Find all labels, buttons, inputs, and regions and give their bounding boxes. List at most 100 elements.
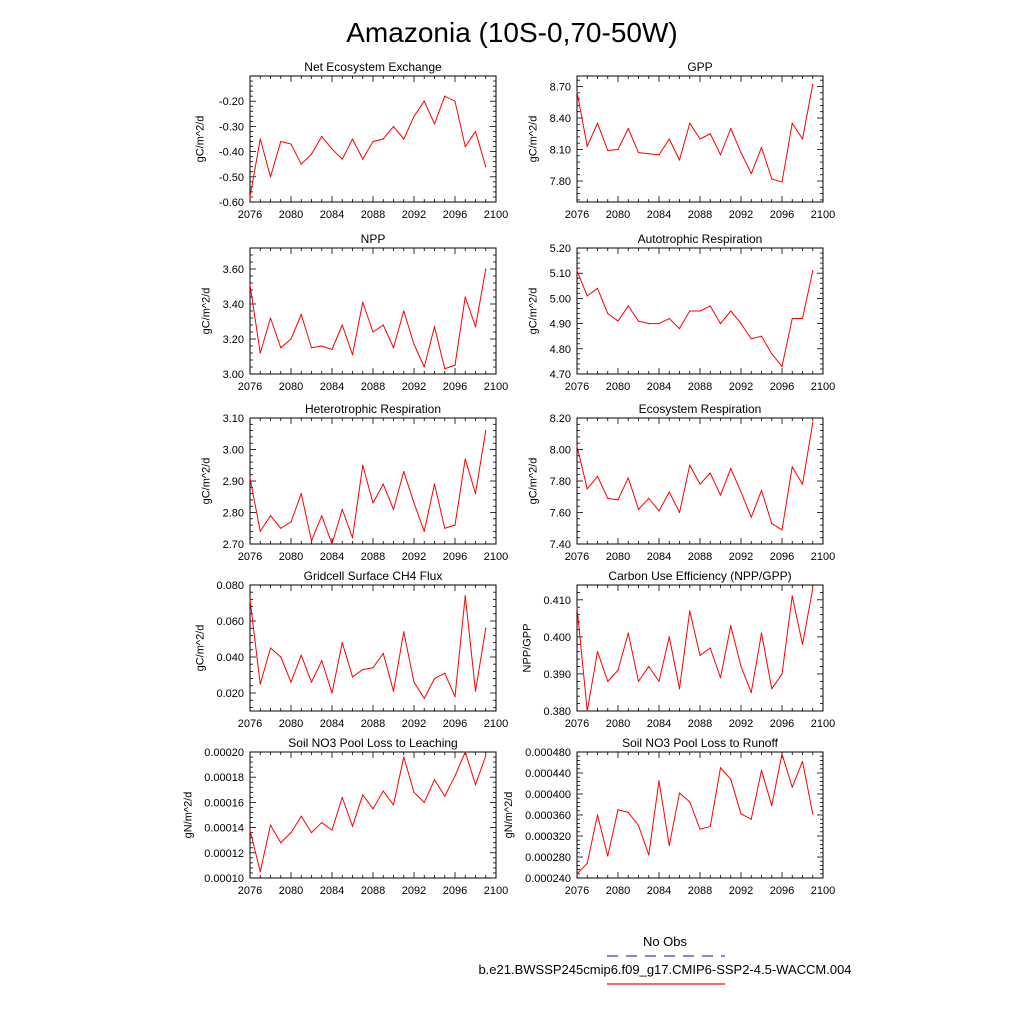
x-tick-label: 2084 [320,381,344,393]
data-point [678,328,681,330]
panel-title: Autotrophic Respiration [638,232,763,246]
data-point [454,696,456,698]
y-tick-label: 0.390 [543,669,571,681]
data-point [801,760,804,763]
y-tick-label: 5.00 [550,293,571,305]
data-point [812,83,814,85]
data-point [781,753,783,755]
data-point [259,871,261,873]
data-point [433,326,436,328]
data-point [719,677,722,679]
data-point [730,127,732,130]
data-point [740,323,742,325]
chart-panel: 2076 2080 2084 2088 2092 2096 2100 -0.60 -0.50 -0… [195,60,509,221]
plot-frame [249,417,497,545]
data-point [658,780,660,782]
data-point [464,458,466,460]
x-tick-label: 2100 [811,718,835,730]
series-line [576,753,814,875]
y-axis-label: gC/m^2/d [528,288,540,335]
data-point [413,681,415,683]
data-point [485,166,487,168]
data-point [362,158,364,160]
data-point [771,688,773,690]
y-tick-label: 3.20 [223,334,244,346]
y-tick-label: 7.80 [550,476,571,488]
x-tick-label: 2092 [729,209,753,221]
data-point [658,154,660,156]
x-tick-label: 2096 [443,718,467,730]
y-tick-label: 3.00 [223,369,244,381]
data-point [433,123,436,125]
y-tick-label: 4.70 [550,369,571,381]
x-tick-label: 2100 [484,551,508,563]
data-point [689,801,691,803]
data-point [392,347,395,349]
panel-title: Soil NO3 Pool Loss to Leaching [288,736,457,750]
data-point [403,310,405,312]
y-tick-label: 0.400 [543,632,571,644]
data-point [269,647,272,649]
data-point [341,508,343,510]
data-point [485,430,487,432]
figure-title: Amazonia (10S-0,70-50W) [346,17,677,48]
data-point [740,491,742,493]
x-tick-label: 2076 [565,885,589,897]
data-point [812,588,814,590]
legend-case-label: b.e21.BWSSP245cmip6.f09_g17.CMIP6-SSP2-4… [478,962,851,977]
panel-title: GPP [687,60,712,74]
x-tick-label: 2084 [647,551,671,563]
data-point [269,176,272,178]
data-point [709,305,711,307]
x-tick-label: 2096 [443,381,467,393]
data-point [730,625,732,627]
data-point [259,683,261,685]
data-point [627,811,629,813]
x-tick-label: 2092 [402,381,426,393]
data-point [444,527,446,529]
data-point [709,472,711,474]
data-point [576,445,578,447]
data-point [801,643,804,645]
x-tick-label: 2080 [606,209,630,221]
data-point [596,475,599,477]
data-point [607,497,609,499]
data-point [801,483,804,485]
data-point [249,477,251,479]
y-axis-label: gC/m^2/d [195,116,207,163]
series-line [249,751,487,873]
data-point [423,366,425,368]
x-tick-label: 2088 [688,718,712,730]
plot-frame [576,751,824,879]
data-point [617,809,619,811]
data-point [300,654,302,656]
data-point [730,778,732,780]
data-point [627,632,629,634]
data-point [648,497,650,499]
x-tick-label: 2088 [361,885,385,897]
data-point [719,767,722,769]
x-tick-label: 2080 [606,551,630,563]
data-point [331,348,333,351]
x-tick-label: 2092 [402,209,426,221]
panel-title: Soil NO3 Pool Loss to Runoff [622,736,779,750]
data-point [474,130,477,133]
data-point [423,697,425,700]
y-tick-label: -0.20 [219,96,244,108]
data-point [423,801,425,804]
data-point [760,489,763,492]
data-point [576,606,578,608]
data-point [771,353,773,355]
data-point [290,521,292,523]
data-point [300,815,302,817]
data-point [801,317,804,320]
data-point [382,790,384,792]
data-point [637,152,640,154]
data-point [678,511,681,514]
chart-panel: 2076 2080 2084 2088 2092 2096 2100 0.020 0.040 0.… [195,569,509,730]
series-line [576,270,814,367]
panel-title: Heterotrophic Respiration [305,402,441,416]
data-point [750,818,752,820]
data-point [249,284,251,286]
